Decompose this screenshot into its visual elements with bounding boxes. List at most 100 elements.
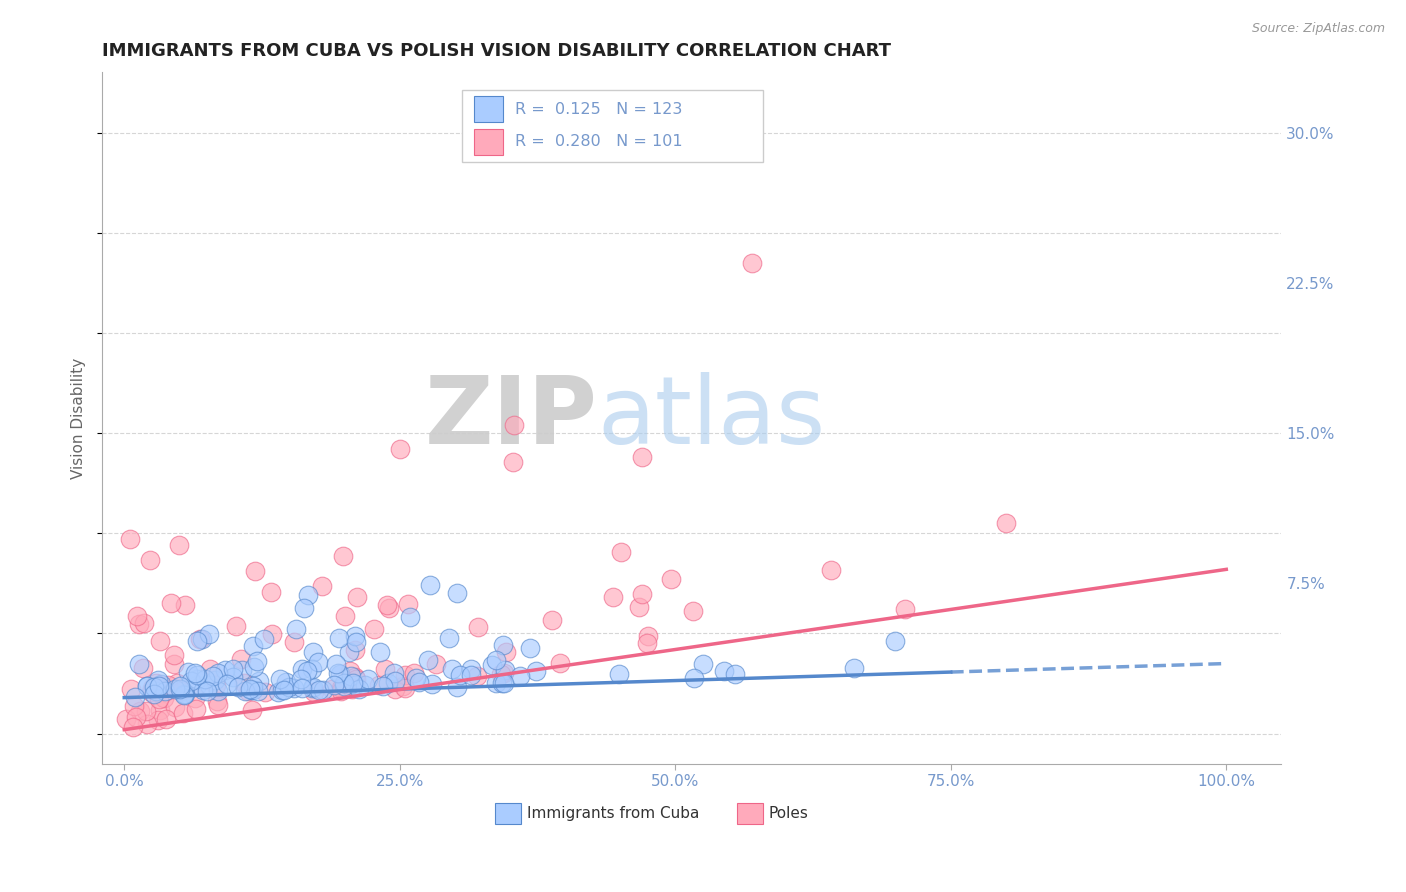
Point [145,684,167,698]
Point [157,678,180,692]
Point [163,657,186,671]
Point [243,660,266,674]
Point [207,683,229,698]
Point [148,692,170,706]
Point [420,677,443,691]
Point [128,616,150,631]
Point [548,656,571,670]
Point [198,662,221,676]
Point [363,622,385,636]
Point [266,685,288,699]
Text: R =  0.280   N = 101: R = 0.280 N = 101 [515,135,682,149]
Point [329,666,352,681]
Point [308,682,330,697]
Point [384,682,406,697]
Point [321,681,343,696]
Point [494,663,516,677]
Point [388,442,411,457]
Point [311,579,333,593]
Point [186,668,208,682]
Point [159,596,181,610]
Point [129,704,152,718]
Point [374,662,396,676]
Point [437,631,460,645]
Point [291,662,314,676]
Point [276,674,298,689]
Point [405,672,427,686]
Point [136,716,159,731]
Point [602,590,624,604]
Point [204,673,226,687]
Text: Source: ZipAtlas.com: Source: ZipAtlas.com [1251,22,1385,36]
Point [294,601,316,615]
Point [118,533,141,547]
Point [631,587,654,601]
Point [325,657,347,671]
Point [332,679,354,693]
Point [340,681,363,696]
Point [225,619,247,633]
Point [205,694,228,708]
Point [842,660,865,674]
Point [262,626,284,640]
Point [492,676,515,690]
Point [283,681,305,695]
Point [238,681,260,696]
Point [346,590,368,604]
Point [349,681,371,696]
Point [233,676,256,690]
Point [124,690,146,704]
Point [173,688,195,702]
Point [226,681,249,695]
Point [301,645,323,659]
Point [509,669,531,683]
Point [384,674,406,689]
Point [172,706,194,721]
Point [153,691,176,706]
Text: Poles: Poles [769,806,808,821]
Point [491,667,513,681]
Point [167,538,190,552]
Point [692,657,714,672]
Point [177,665,200,679]
Point [165,699,187,714]
Point [541,613,564,627]
Point [631,450,654,464]
Point [394,668,416,682]
Point [637,629,659,643]
Point [377,676,399,690]
Point [628,599,651,614]
Point [308,655,330,669]
Point [416,653,439,667]
Point [135,704,157,718]
Point [329,681,352,695]
Point [295,664,318,678]
Point [163,681,186,696]
Point [127,608,149,623]
Point [301,662,323,676]
FancyBboxPatch shape [495,803,520,824]
Point [150,677,173,691]
Point [233,684,256,698]
Point [326,665,349,680]
FancyBboxPatch shape [737,803,762,824]
Point [180,673,202,688]
Point [277,680,299,694]
Point [713,664,735,678]
Point [135,679,157,693]
Point [229,652,252,666]
Point [329,684,352,698]
Text: R =  0.125   N = 123: R = 0.125 N = 123 [515,102,682,117]
Point [378,600,401,615]
Point [202,669,225,683]
Point [408,675,430,690]
Point [184,702,207,716]
Text: IMMIGRANTS FROM CUBA VS POLISH VISION DISABILITY CORRELATION CHART: IMMIGRANTS FROM CUBA VS POLISH VISION DI… [103,42,891,60]
Point [139,553,162,567]
Point [503,418,526,433]
Point [344,678,367,692]
Point [460,667,482,681]
Point [269,672,291,686]
Point [207,666,229,681]
Point [343,629,366,643]
